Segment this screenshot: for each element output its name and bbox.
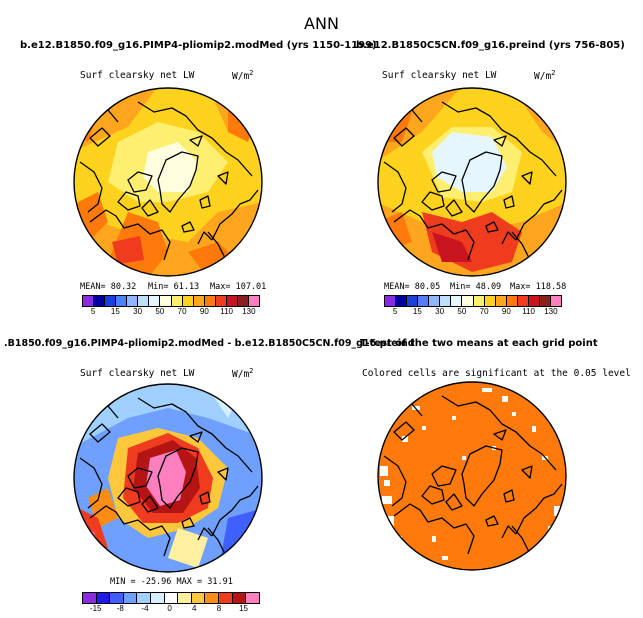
colorbar-swatch <box>473 296 485 306</box>
panel2-colorbar: 5 15 30 50 70 90 110 130 <box>384 295 562 319</box>
panel3-colorbar: -15 -8 -4 0 4 8 15 <box>82 592 260 616</box>
colorbar-swatch <box>160 296 172 306</box>
colorbar-swatch <box>137 593 152 603</box>
colorbar-tick-label: -8 <box>116 604 124 613</box>
colorbar-tick-label: 4 <box>192 604 197 613</box>
colorbar-tick-label: 110 <box>220 307 234 316</box>
colorbar-swatch <box>178 593 192 603</box>
colorbar-swatch <box>83 296 95 306</box>
colorbar-swatch <box>506 296 518 306</box>
panel2-polar-map <box>377 87 567 277</box>
colorbar-swatch <box>94 296 106 306</box>
colorbar-swatch <box>171 296 183 306</box>
colorbar-swatch <box>149 296 161 306</box>
colorbar-swatch <box>429 296 441 306</box>
colorbar-tick-label: 5 <box>90 307 96 316</box>
colorbar-tick-label: 15 <box>110 307 120 316</box>
colorbar-tick-label: 30 <box>133 307 143 316</box>
colorbar-tick-label: 15 <box>239 604 249 613</box>
colorbar-swatch <box>462 296 474 306</box>
colorbar-swatch <box>204 296 216 306</box>
panel2-max: Max= 118.58 <box>510 282 567 292</box>
panel3-title: .B1850.f09_g16.PIMP4-pliomip2.modMed - b… <box>4 338 415 349</box>
colorbar-swatch <box>528 296 540 306</box>
colorbar-swatch <box>193 296 205 306</box>
colorbar-swatch <box>205 593 220 603</box>
colorbar-swatch <box>219 593 233 603</box>
colorbar-swatch <box>191 593 206 603</box>
colorbar-swatch <box>418 296 430 306</box>
panel2-mean: MEAN= 80.05 <box>384 282 441 292</box>
panel1-units: W/m2 <box>232 69 254 83</box>
panel1-min: Min= 61.13 <box>148 282 200 292</box>
colorbar-swatch <box>105 296 117 306</box>
panel1-colorbar: 5 15 30 50 70 90 110 130 <box>82 295 260 319</box>
colorbar-swatch <box>138 296 150 306</box>
figure-title: ANN <box>304 14 339 33</box>
panel4-subtitle: Colored cells are significant at the 0.0… <box>362 368 631 379</box>
colorbar-swatch <box>151 593 165 603</box>
panel3-minmax: MIN = -25.96 MAX = 31.91 <box>110 577 233 587</box>
colorbar-swatch <box>96 593 111 603</box>
colorbar-swatch <box>116 296 128 306</box>
panel4-polar-map <box>377 381 567 571</box>
colorbar-swatch <box>110 593 124 603</box>
colorbar-swatch <box>83 593 97 603</box>
colorbar-tick-label: -15 <box>89 604 102 613</box>
colorbar-tick-label: -4 <box>141 604 149 613</box>
colorbar-tick-label: 30 <box>435 307 445 316</box>
colorbar-swatch <box>495 296 507 306</box>
colorbar-swatch <box>232 593 247 603</box>
panel3-polar-map <box>73 383 263 573</box>
colorbar-tick-label: 70 <box>479 307 489 316</box>
panel1-mean: MEAN= 80.32 <box>80 282 137 292</box>
colorbar-tick-label: 0 <box>167 604 172 613</box>
colorbar-tick-label: 130 <box>544 307 558 316</box>
colorbar-swatch <box>246 593 259 603</box>
colorbar-swatch <box>517 296 529 306</box>
colorbar-swatch <box>484 296 496 306</box>
panel1-max: Max= 107.01 <box>210 282 267 292</box>
panel3-units: W/m2 <box>232 367 254 381</box>
colorbar-tick-label: 110 <box>522 307 536 316</box>
colorbar-swatch <box>215 296 227 306</box>
colorbar-swatch <box>182 296 194 306</box>
colorbar-tick-label: 90 <box>199 307 209 316</box>
colorbar-tick-label: 70 <box>177 307 187 316</box>
panel4-title: T-test of the two means at each grid poi… <box>360 338 598 349</box>
panel3-variable: Surf clearsky net LW <box>80 368 195 379</box>
panel2-units: W/m2 <box>534 69 556 83</box>
colorbar-tick-label: 50 <box>457 307 467 316</box>
colorbar-swatch <box>237 296 249 306</box>
colorbar-swatch <box>123 593 138 603</box>
colorbar-swatch <box>226 296 238 306</box>
colorbar-tick-label: 50 <box>155 307 165 316</box>
colorbar-swatch <box>440 296 452 306</box>
colorbar-swatch <box>385 296 397 306</box>
colorbar-swatch <box>248 296 259 306</box>
colorbar-tick-label: 15 <box>412 307 422 316</box>
colorbar-tick-label: 130 <box>242 307 256 316</box>
colorbar-swatch <box>407 296 419 306</box>
panel2-variable: Surf clearsky net LW <box>382 70 497 81</box>
colorbar-tick-label: 90 <box>501 307 511 316</box>
panel1-polar-map <box>73 87 263 277</box>
colorbar-tick-label: 5 <box>392 307 398 316</box>
colorbar-swatch <box>451 296 463 306</box>
panel2-min: Min= 48.09 <box>450 282 502 292</box>
colorbar-tick-label: 8 <box>216 604 222 613</box>
colorbar-swatch <box>127 296 139 306</box>
panel1-title: b.e12.B1850.f09_g16.PIMP4-pliomip2.modMe… <box>20 40 377 51</box>
colorbar-swatch <box>550 296 561 306</box>
colorbar-swatch <box>164 593 179 603</box>
panel2-title: b.e12.B1850C5CN.f09_g16.preind (yrs 756-… <box>356 40 625 51</box>
colorbar-swatch <box>396 296 408 306</box>
colorbar-swatch <box>539 296 551 306</box>
panel1-variable: Surf clearsky net LW <box>80 70 195 81</box>
